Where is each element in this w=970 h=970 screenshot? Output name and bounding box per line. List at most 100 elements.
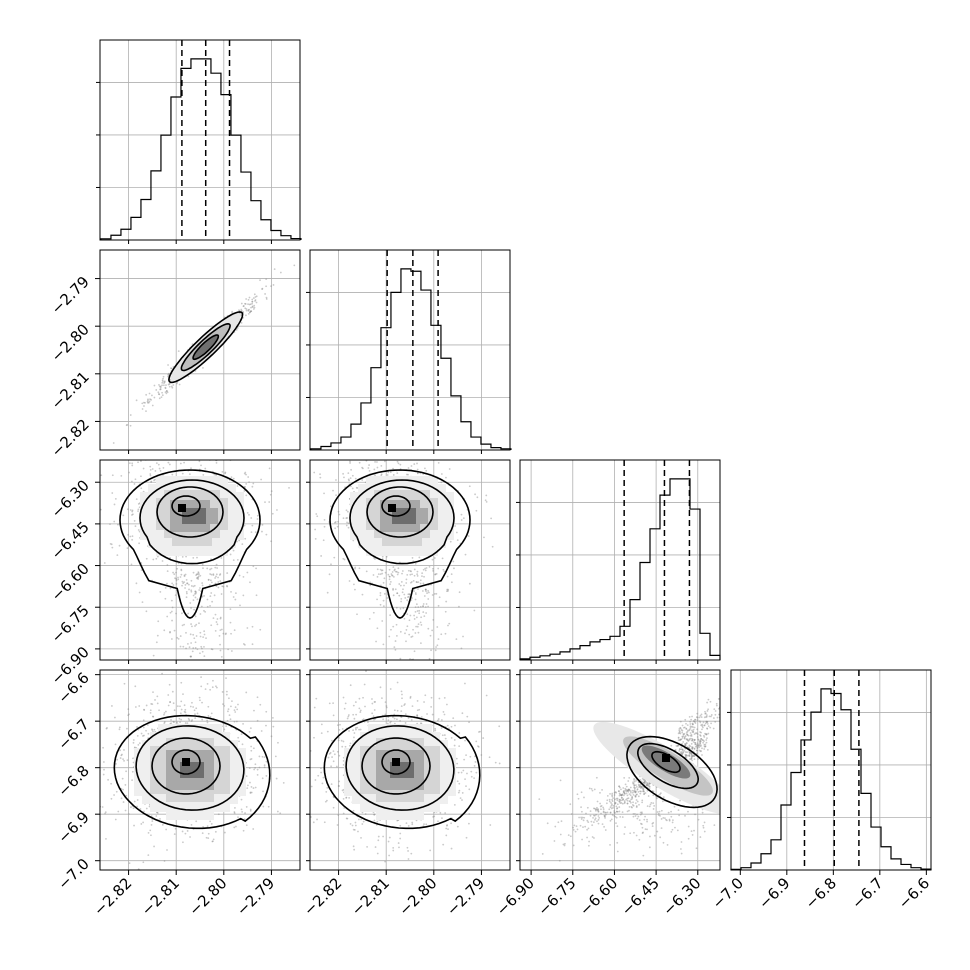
sample-point	[433, 557, 436, 559]
sample-point	[236, 708, 239, 711]
sample-point	[132, 739, 135, 741]
sample-point	[141, 408, 144, 410]
sample-point	[245, 482, 248, 485]
density-bin	[366, 476, 374, 484]
density-bin	[164, 548, 172, 556]
density-bin	[178, 524, 186, 532]
density-bin	[358, 500, 366, 508]
sample-point	[130, 806, 132, 809]
density-bin	[164, 530, 172, 538]
sample-point	[185, 579, 188, 581]
sample-point	[167, 375, 169, 378]
sample-point	[129, 414, 132, 416]
sample-point	[166, 564, 169, 566]
sample-point	[149, 442, 151, 444]
sample-point	[215, 686, 218, 689]
sample-point	[379, 594, 382, 597]
sample-point	[196, 598, 199, 601]
sample-point	[388, 635, 391, 638]
density-bin	[380, 500, 388, 508]
sample-point	[185, 592, 188, 595]
sample-point	[407, 825, 410, 827]
density-bin	[412, 500, 420, 508]
density-bin	[156, 492, 164, 500]
sample-point	[440, 481, 443, 484]
sample-point	[410, 599, 413, 601]
sample-point	[376, 466, 379, 469]
sample-point	[261, 777, 264, 780]
sample-point	[185, 647, 187, 650]
sample-point	[151, 820, 154, 823]
sample-point	[163, 629, 166, 632]
sample-point	[271, 512, 274, 515]
sample-point	[170, 722, 173, 725]
sample-point	[162, 377, 164, 380]
sample-point	[157, 463, 160, 466]
sample-point	[205, 637, 207, 640]
density-bin	[220, 522, 228, 530]
sample-point	[251, 300, 254, 303]
panel-grid	[520, 460, 720, 660]
sample-point	[248, 308, 251, 311]
sample-point	[142, 821, 145, 824]
contour-line	[180, 322, 231, 372]
sample-point	[170, 638, 173, 640]
sample-point	[349, 742, 352, 745]
sample-point	[450, 725, 453, 728]
sample-point	[182, 841, 184, 844]
histogram-panel-1	[306, 249, 512, 451]
sample-point	[172, 571, 174, 574]
density-bin	[170, 516, 178, 524]
sample-point	[153, 671, 155, 673]
sample-point	[427, 686, 429, 688]
sample-point	[245, 298, 248, 300]
sample-point	[210, 712, 213, 715]
sample-point	[125, 770, 128, 773]
sample-point	[189, 655, 192, 658]
density-bin	[148, 492, 156, 500]
sample-point	[407, 858, 410, 860]
sample-point	[354, 824, 357, 827]
sample-point	[256, 696, 259, 699]
density-bin	[182, 750, 190, 758]
sample-point	[244, 485, 246, 488]
sample-point	[337, 739, 340, 742]
sample-point	[167, 704, 170, 707]
density-bin	[150, 804, 158, 812]
sample-point	[159, 386, 162, 389]
contour-line	[135, 725, 245, 811]
sample-point	[419, 579, 422, 582]
sample-point	[184, 722, 187, 724]
sample-point	[138, 742, 141, 745]
sample-point	[276, 509, 278, 511]
sample-point	[164, 387, 167, 390]
sample-point	[407, 850, 409, 852]
density-bin	[228, 524, 236, 532]
density-bin	[446, 532, 454, 540]
density-bin	[222, 804, 230, 812]
sample-point	[350, 468, 352, 471]
sample-point	[186, 582, 189, 585]
sample-point	[326, 786, 329, 789]
sample-point	[241, 543, 244, 546]
density-bin	[220, 532, 228, 540]
sample-point	[403, 584, 405, 587]
sample-point	[491, 545, 494, 548]
sample-point	[149, 474, 152, 477]
sample-point	[406, 625, 409, 628]
sample-point	[166, 570, 169, 573]
density-bin	[390, 490, 398, 498]
sample-point	[430, 705, 433, 708]
sample-point	[436, 644, 439, 647]
density-bin	[190, 508, 198, 516]
sample-point	[389, 688, 392, 690]
sample-point	[408, 595, 410, 598]
sample-point	[155, 815, 158, 817]
sample-point	[413, 614, 416, 617]
sample-point	[127, 714, 130, 717]
sample-point	[126, 423, 129, 426]
density-bin	[186, 500, 194, 508]
sample-point	[448, 727, 450, 730]
panel-content	[310, 670, 501, 863]
density-bin	[222, 770, 230, 778]
